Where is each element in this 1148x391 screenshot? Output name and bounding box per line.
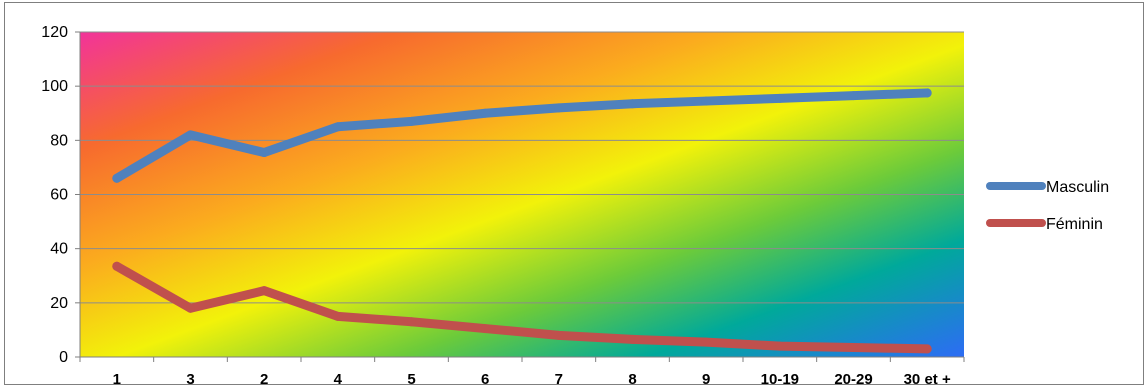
x-tick-label: 1 [113,371,121,388]
x-tick-label: 20-29 [834,371,872,388]
data-point [701,96,711,106]
data-point [112,173,122,183]
data-point [333,311,343,321]
data-point [186,303,195,313]
data-point [480,108,490,118]
data-point [849,91,858,101]
data-point [628,99,637,109]
series-line-0 [112,88,932,183]
x-tick-label: 3 [186,371,194,388]
data-point [775,93,785,103]
gridlines [80,31,964,304]
x-tick-label: 10-19 [761,371,799,388]
data-point [554,103,564,113]
data-point [480,324,490,334]
x-tick-label: 4 [334,371,343,388]
data-point [922,344,932,354]
y-tick-label: 40 [50,241,68,258]
y-tick-label: 80 [50,132,68,149]
data-point [333,122,343,132]
legend: Masculin Féminin [986,179,1109,233]
data-point [112,261,122,271]
data-point [186,130,195,140]
data-point [407,317,416,327]
data-point [628,334,637,344]
x-tick-label: 7 [555,371,563,388]
data-point [849,343,858,353]
axes: 0 20 40 60 80 100 120 1 3 2 4 5 6 7 8 9 10-19 20-29 30 et … [41,24,965,388]
x-tick-label: 2 [260,371,268,388]
x-tick-label: 9 [702,371,710,388]
data-point [775,341,785,351]
y-tick-label: 100 [41,78,68,95]
data-point [259,286,269,296]
legend-label: Féminin [1046,216,1103,233]
x-tick-label: 6 [481,371,489,388]
series-lines [112,88,932,354]
y-tick-label: 20 [50,295,68,312]
data-point [407,116,416,126]
legend-label: Masculin [1046,179,1109,196]
data-point [259,148,269,158]
data-point [922,88,932,98]
data-point [554,330,564,340]
y-tick-label: 120 [41,24,68,41]
y-tick-label: 60 [50,187,68,204]
x-tick-label: 30 et + [904,371,951,388]
x-tick-label: 8 [628,371,636,388]
y-tick-label: 0 [59,349,68,366]
series-line-1 [112,261,932,354]
x-tick-label: 5 [407,371,415,388]
data-point [701,337,711,347]
